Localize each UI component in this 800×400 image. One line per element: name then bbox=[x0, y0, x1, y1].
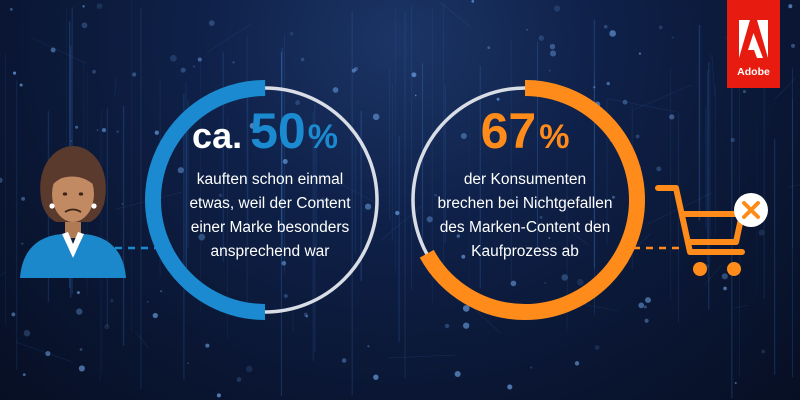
woman-avatar-icon bbox=[20, 146, 126, 278]
adobe-logo-badge: Adobe bbox=[727, 0, 780, 88]
right-stat-line: der Konsumenten bbox=[463, 171, 587, 188]
left-stat-headline: ca. 50% bbox=[160, 102, 370, 160]
right-stat-number: 67 bbox=[480, 103, 537, 159]
left-ring-progress bbox=[145, 80, 385, 320]
left-stat-line: ansprechend war bbox=[210, 243, 330, 260]
right-progress-ring bbox=[405, 80, 645, 320]
left-stat-line: einer Marke besonders bbox=[190, 219, 350, 236]
right-stat-description: der Konsumenten brechen bei Nichtgefalle… bbox=[420, 168, 630, 264]
left-progress-ring bbox=[145, 80, 385, 320]
right-stat-headline: 67% bbox=[425, 102, 625, 160]
adobe-logo-icon bbox=[739, 20, 768, 58]
right-stat-line: des Marken-Content den bbox=[439, 219, 611, 236]
right-ring-progress bbox=[405, 80, 645, 320]
left-stat-prefix: ca. bbox=[192, 115, 243, 156]
right-stat-line: Kaufprozess ab bbox=[471, 243, 579, 260]
right-stat-line: brechen bei Nichtgefallen bbox=[437, 195, 613, 212]
left-stat-number: 50 bbox=[250, 103, 306, 159]
right-connector-line bbox=[633, 246, 683, 250]
shopping-cart-cancel-icon bbox=[655, 185, 768, 276]
left-stat-description: kauften schon einmal etwas, weil der Con… bbox=[170, 168, 370, 264]
left-stat-line: kauften schon einmal bbox=[196, 171, 344, 188]
right-stat-unit: % bbox=[539, 118, 570, 156]
left-stat-unit: % bbox=[307, 118, 338, 156]
left-stat-line: etwas, weil der Content bbox=[189, 195, 351, 212]
adobe-logo-label: Adobe bbox=[737, 66, 770, 78]
